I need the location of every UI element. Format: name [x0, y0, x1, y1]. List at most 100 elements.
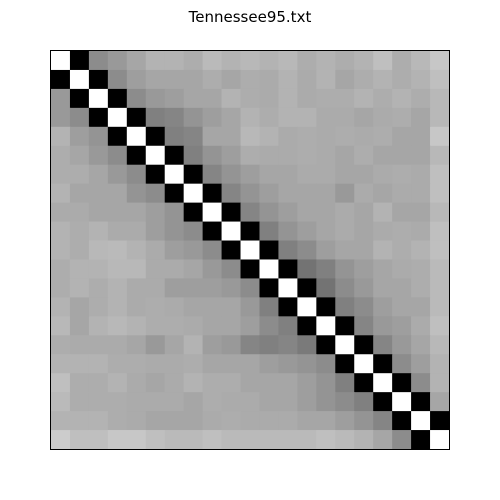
heatmap-cell-r6-c17 [373, 165, 393, 185]
heatmap-cell-r7-c5 [146, 184, 166, 204]
heatmap-cell-r4-c13 [297, 127, 317, 147]
heatmap-cell-r1-c15 [335, 70, 355, 90]
heatmap-cell-r14-c11 [259, 316, 279, 336]
heatmap-cell-r16-c1 [70, 354, 90, 374]
heatmap-cell-r19-c13 [297, 411, 317, 431]
heatmap-cell-r1-c16 [354, 70, 374, 90]
heatmap-cell-r12-c4 [127, 278, 147, 298]
heatmap-cell-r2-c16 [354, 89, 374, 109]
heatmap-cell-r17-c2 [89, 373, 109, 393]
heatmap-cell-r7-c14 [316, 184, 336, 204]
heatmap-cell-r8-c2 [89, 203, 109, 223]
heatmap-cell-r16-c20 [430, 354, 450, 374]
heatmap-cell-r1-c10 [241, 70, 261, 90]
heatmap-cell-r0-c13 [297, 51, 317, 71]
heatmap-cell-r18-c20 [430, 392, 450, 412]
heatmap-cell-r14-c17 [373, 316, 393, 336]
heatmap-cell-r20-c7 [184, 430, 204, 450]
heatmap-cell-r5-c19 [411, 146, 431, 166]
heatmap-cell-r19-c1 [70, 411, 90, 431]
heatmap-cell-r13-c8 [203, 297, 223, 317]
heatmap-cell-r11-c19 [411, 259, 431, 279]
heatmap-cell-r7-c12 [278, 184, 298, 204]
heatmap-cell-r1-c12 [278, 70, 298, 90]
heatmap-cell-r0-c10 [241, 51, 261, 71]
heatmap-cell-r3-c0 [51, 108, 71, 128]
heatmap-cell-r10-c9 [222, 241, 242, 261]
heatmap-cell-r18-c14 [316, 392, 336, 412]
heatmap-cell-r17-c9 [222, 373, 242, 393]
heatmap-cell-r2-c12 [278, 89, 298, 109]
heatmap-cell-r19-c8 [203, 411, 223, 431]
heatmap-cell-r16-c16 [354, 354, 374, 374]
heatmap-cell-r0-c17 [373, 51, 393, 71]
heatmap-cell-r16-c12 [278, 354, 298, 374]
heatmap-cell-r6-c9 [222, 165, 242, 185]
heatmap-cell-r13-c2 [89, 297, 109, 317]
heatmap-cell-r5-c18 [392, 146, 412, 166]
heatmap-cell-r17-c14 [316, 373, 336, 393]
heatmap-cell-r14-c14 [316, 316, 336, 336]
heatmap-cell-r2-c1 [70, 89, 90, 109]
heatmap-cell-r8-c5 [146, 203, 166, 223]
heatmap-cell-r14-c4 [127, 316, 147, 336]
heatmap-cell-r18-c8 [203, 392, 223, 412]
heatmap-cell-r6-c1 [70, 165, 90, 185]
heatmap-cell-r8-c17 [373, 203, 393, 223]
heatmap-cell-r0-c3 [108, 51, 128, 71]
heatmap-cell-r6-c4 [127, 165, 147, 185]
heatmap-cell-r10-c18 [392, 241, 412, 261]
heatmap-cell-r0-c14 [316, 51, 336, 71]
heatmap-cell-r5-c17 [373, 146, 393, 166]
heatmap-cell-r4-c1 [70, 127, 90, 147]
heatmap-cell-r1-c14 [316, 70, 336, 90]
heatmap-cell-r17-c5 [146, 373, 166, 393]
heatmap-cell-r19-c15 [335, 411, 355, 431]
heatmap-cell-r0-c8 [203, 51, 223, 71]
heatmap-cell-r4-c17 [373, 127, 393, 147]
heatmap-cell-r6-c10 [241, 165, 261, 185]
heatmap-cell-r7-c1 [70, 184, 90, 204]
heatmap-cell-r0-c11 [259, 51, 279, 71]
heatmap-cell-r17-c11 [259, 373, 279, 393]
heatmap-cell-r4-c11 [259, 127, 279, 147]
heatmap-cell-r13-c5 [146, 297, 166, 317]
heatmap-cell-r20-c17 [373, 430, 393, 450]
heatmap-cell-r19-c17 [373, 411, 393, 431]
heatmap-cell-r4-c6 [165, 127, 185, 147]
heatmap-cell-r3-c1 [70, 108, 90, 128]
heatmap-cell-r8-c19 [411, 203, 431, 223]
heatmap-cell-r2-c8 [203, 89, 223, 109]
heatmap-cell-r12-c5 [146, 278, 166, 298]
heatmap-cell-r6-c3 [108, 165, 128, 185]
heatmap-cell-r14-c20 [430, 316, 450, 336]
heatmap-cell-r8-c0 [51, 203, 71, 223]
heatmap-cell-r1-c11 [259, 70, 279, 90]
heatmap-cell-r3-c10 [241, 108, 261, 128]
heatmap-cell-r2-c15 [335, 89, 355, 109]
heatmap-cell-r0-c0 [51, 51, 71, 71]
heatmap-cell-r1-c13 [297, 70, 317, 90]
heatmap-cell-r20-c0 [51, 430, 71, 450]
heatmap-cell-r13-c17 [373, 297, 393, 317]
heatmap-cell-r1-c0 [51, 70, 71, 90]
heatmap-cell-r4-c16 [354, 127, 374, 147]
heatmap-cell-r16-c4 [127, 354, 147, 374]
heatmap-cell-r20-c20 [430, 430, 450, 450]
heatmap-cell-r19-c9 [222, 411, 242, 431]
heatmap-cell-r11-c8 [203, 259, 223, 279]
heatmap-cell-r11-c3 [108, 259, 128, 279]
heatmap-cell-r1-c2 [89, 70, 109, 90]
heatmap-cell-r15-c11 [259, 335, 279, 355]
heatmap-cell-r14-c16 [354, 316, 374, 336]
heatmap-cell-r13-c7 [184, 297, 204, 317]
heatmap-cell-r9-c16 [354, 222, 374, 242]
heatmap-cell-r4-c3 [108, 127, 128, 147]
heatmap-cell-r8-c14 [316, 203, 336, 223]
heatmap-cell-r18-c1 [70, 392, 90, 412]
heatmap-cell-r4-c9 [222, 127, 242, 147]
heatmap-cell-r9-c11 [259, 222, 279, 242]
heatmap-cell-r7-c15 [335, 184, 355, 204]
heatmap-cell-r10-c1 [70, 241, 90, 261]
heatmap-cell-r7-c6 [165, 184, 185, 204]
